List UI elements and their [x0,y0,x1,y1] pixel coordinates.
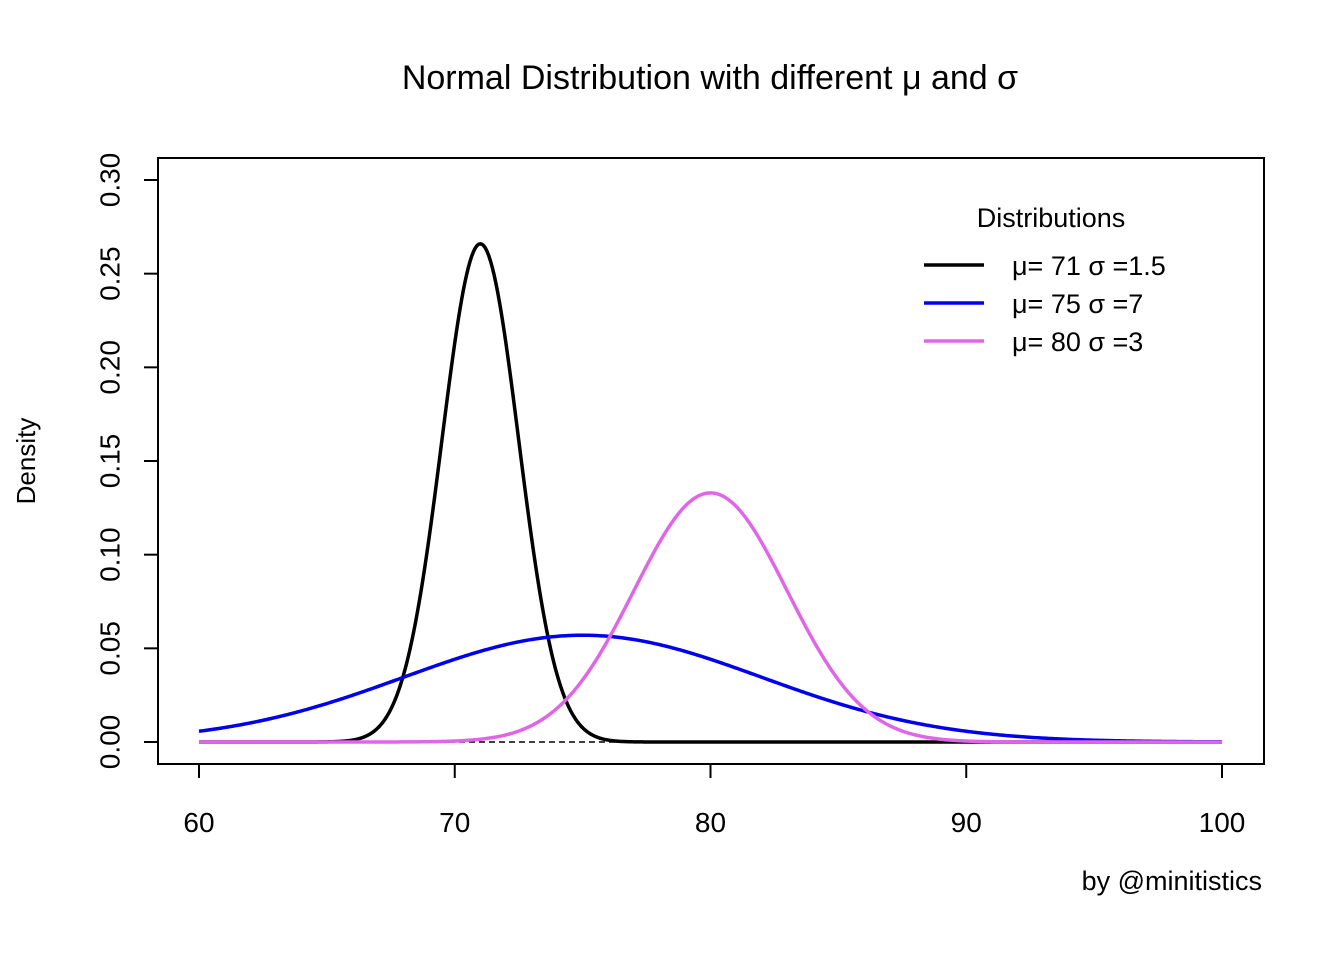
series-group [198,242,1223,744]
legend-label-2: μ= 75 σ =7 [1012,289,1143,319]
x-tick-label: 60 [183,807,214,838]
series-line-2 [198,633,1223,744]
series-line-3 [198,491,1223,744]
y-tick-label: 0.10 [95,527,126,582]
legend-label-3: μ= 80 σ =3 [1012,327,1143,357]
y-tick-label: 0.20 [95,340,126,395]
x-tick-label: 90 [951,807,982,838]
y-axis: 0.00 0.05 0.10 0.15 0.20 0.25 0.30 [95,153,159,770]
plot-frame [157,157,1265,765]
chart-title: Normal Distribution with different μ and… [402,59,1018,97]
x-tick-label: 80 [695,807,726,838]
y-tick-label: 0.30 [95,153,126,208]
legend: Distributions μ= 71 σ =1.5 μ= 75 σ =7 μ= 8… [924,203,1166,357]
y-tick-label: 0.00 [95,715,126,770]
legend-label-1: μ= 71 σ =1.5 [1012,251,1166,281]
y-tick-label: 0.25 [95,246,126,301]
y-tick-label: 0.05 [95,621,126,676]
legend-title: Distributions [977,203,1126,233]
y-tick-label: 0.15 [95,434,126,489]
credit-text: by @minitistics [1082,866,1262,896]
x-tick-label: 70 [439,807,470,838]
x-axis: 60 70 80 90 100 [183,763,1246,838]
x-tick-label: 100 [1199,807,1246,838]
y-axis-label: Density [11,418,41,505]
